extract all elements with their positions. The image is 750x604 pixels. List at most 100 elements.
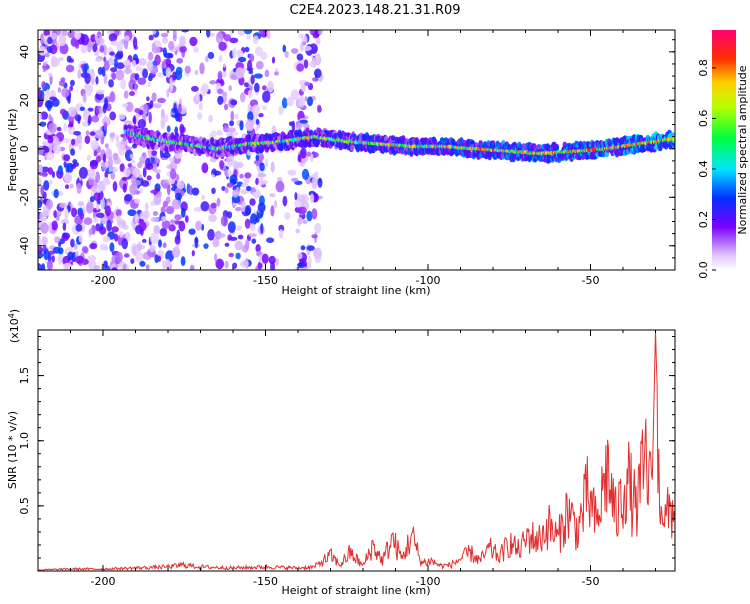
- noise-blob: [217, 95, 224, 105]
- noise-blob: [89, 160, 98, 170]
- noise-blob: [89, 171, 97, 178]
- noise-blob: [156, 172, 161, 180]
- noise-blob: [109, 111, 117, 121]
- noise-blob: [176, 180, 185, 190]
- noise-blob: [188, 228, 196, 235]
- noise-blob: [216, 197, 221, 207]
- ridge-blob: [279, 144, 284, 152]
- noise-blob: [250, 74, 255, 85]
- noise-blob: [64, 184, 70, 189]
- noise-blob: [95, 155, 102, 163]
- x-tick-label: -200: [91, 575, 116, 588]
- noise-blob: [229, 30, 234, 37]
- noise-blob: [255, 155, 260, 162]
- noise-blob: [131, 60, 137, 68]
- noise-blob: [260, 223, 264, 234]
- noise-blob: [111, 72, 117, 81]
- ridge-blob: [390, 135, 396, 141]
- noise-blob: [203, 243, 209, 249]
- noise-blob: [177, 113, 183, 123]
- noise-blob: [139, 155, 144, 161]
- noise-blob: [48, 221, 53, 234]
- noise-blob: [49, 74, 53, 86]
- noise-blob: [56, 126, 62, 132]
- noise-blob: [95, 212, 105, 219]
- noise-blob: [180, 207, 186, 218]
- noise-blob: [99, 99, 106, 104]
- noise-blob: [95, 203, 100, 211]
- noise-blob: [255, 244, 261, 253]
- noise-blob: [77, 201, 85, 207]
- noise-blob: [152, 211, 159, 216]
- noise-blob: [84, 135, 91, 144]
- noise-blob: [220, 215, 228, 227]
- noise-blob: [96, 187, 102, 193]
- noise-blob: [193, 46, 199, 53]
- noise-blob: [82, 93, 87, 103]
- noise-blob: [221, 186, 226, 191]
- noise-blob: [142, 238, 147, 243]
- noise-blob: [70, 163, 77, 169]
- noise-blob: [235, 206, 242, 212]
- noise-blob: [221, 91, 228, 96]
- top-y-axis-label: Frequency (Hz): [6, 109, 19, 192]
- noise-blob: [50, 55, 57, 68]
- noise-blob: [135, 114, 139, 124]
- noise-blob: [258, 113, 264, 118]
- noise-blob: [312, 77, 319, 82]
- noise-blob: [227, 221, 236, 234]
- noise-blob: [123, 90, 129, 99]
- noise-blob: [234, 113, 239, 120]
- noise-blob: [273, 200, 278, 209]
- noise-blob: [302, 41, 307, 46]
- noise-blob: [57, 165, 63, 175]
- noise-blob: [175, 66, 183, 75]
- bottom-y-multiplier: (x104): [7, 309, 21, 343]
- noise-blob: [43, 180, 50, 191]
- bottom-plot-frame: [37, 329, 676, 572]
- noise-blob: [104, 170, 109, 179]
- noise-blob: [78, 166, 88, 179]
- noise-blob: [306, 245, 315, 251]
- noise-blob: [44, 52, 50, 58]
- noise-blob: [38, 238, 43, 247]
- x-tick-label: -200: [91, 274, 116, 287]
- y-tick-label: 20: [18, 93, 31, 107]
- noise-blob: [40, 111, 49, 120]
- ridge-blob: [409, 150, 414, 156]
- noise-blob: [297, 252, 303, 260]
- noise-blob: [160, 108, 165, 120]
- ridge-blob: [271, 147, 276, 152]
- noise-blob: [194, 69, 199, 76]
- noise-blob: [237, 30, 245, 37]
- noise-blob: [253, 82, 260, 93]
- noise-blob: [122, 183, 128, 193]
- noise-blob: [237, 234, 244, 240]
- ridge-blob: [518, 143, 523, 150]
- noise-blob: [45, 89, 51, 98]
- noise-blob: [75, 255, 85, 264]
- top-x-axis-label: Height of straight line (km): [281, 284, 430, 297]
- noise-blob: [102, 153, 107, 163]
- noise-blob: [210, 130, 217, 138]
- noise-blob: [307, 255, 312, 268]
- noise-blob: [138, 221, 147, 232]
- noise-blob: [110, 171, 116, 180]
- noise-blob: [38, 96, 44, 108]
- noise-blob: [310, 153, 314, 162]
- noise-blob: [191, 85, 199, 92]
- noise-blob: [201, 162, 209, 174]
- noise-blob: [238, 56, 247, 63]
- noise-blob: [93, 216, 99, 224]
- y-tick-label: 1.5: [18, 367, 31, 385]
- noise-blob: [252, 35, 259, 44]
- noise-blob: [40, 185, 45, 197]
- noise-blob: [266, 30, 271, 40]
- noise-blob: [148, 34, 154, 41]
- noise-blob: [56, 30, 61, 36]
- noise-blob: [317, 104, 322, 112]
- ridge-blob: [154, 144, 159, 151]
- noise-blob: [124, 253, 130, 258]
- noise-blob: [73, 243, 78, 250]
